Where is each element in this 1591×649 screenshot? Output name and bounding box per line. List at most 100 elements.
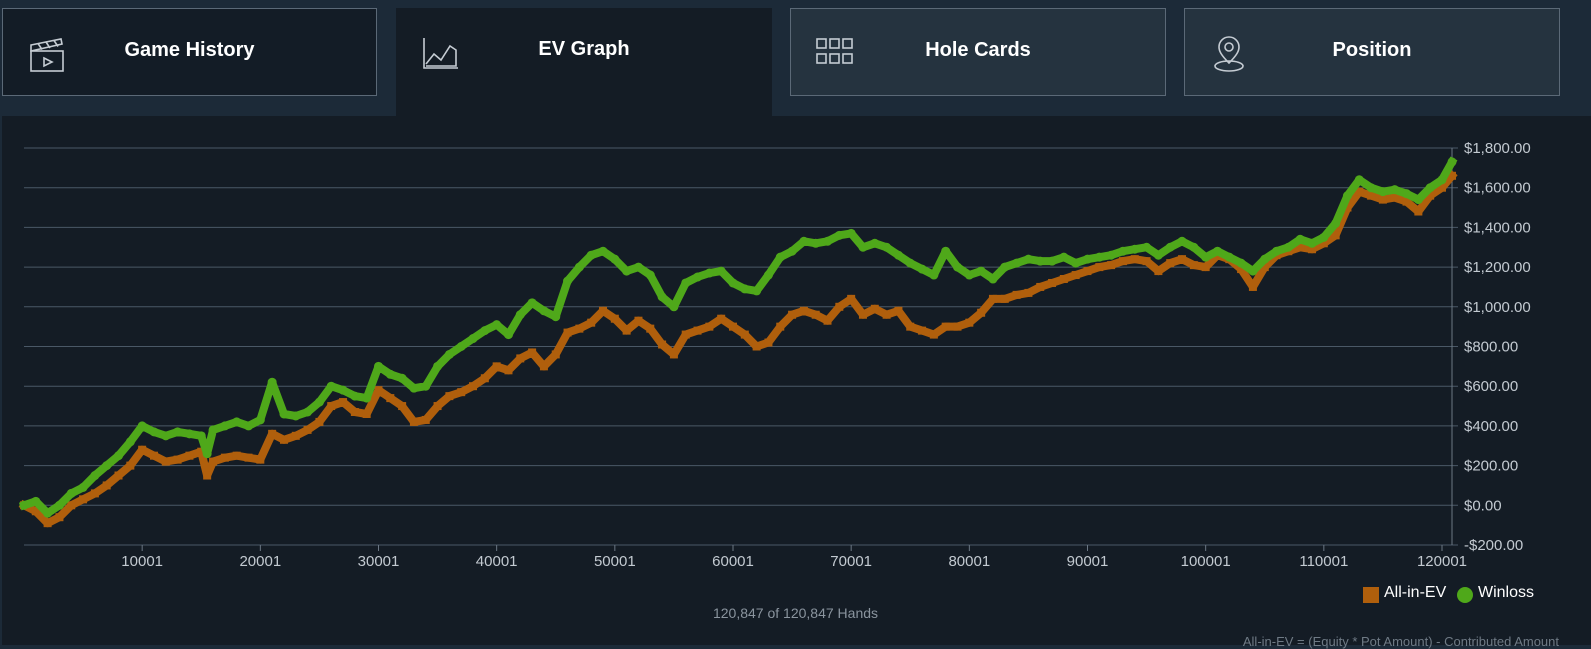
- data-point-square: [433, 402, 442, 411]
- data-point-square: [445, 392, 454, 401]
- data-point-square: [339, 398, 348, 407]
- tab-hole-cards[interactable]: Hole Cards: [790, 8, 1166, 96]
- data-point-square: [728, 322, 737, 331]
- data-point-circle: [657, 292, 667, 302]
- data-point-circle: [279, 409, 289, 419]
- data-point-circle: [492, 320, 502, 330]
- data-point-circle: [350, 391, 360, 401]
- data-point-circle: [1354, 175, 1364, 185]
- hands-count: 120,847 of 120,847 Hands: [712, 605, 879, 621]
- legend-item-winloss[interactable]: Winloss: [1456, 584, 1546, 604]
- data-point-square: [1448, 171, 1456, 180]
- data-point-circle: [480, 326, 490, 336]
- series: [18, 156, 1458, 528]
- data-point-square: [681, 330, 690, 339]
- data-point-square: [799, 306, 808, 315]
- data-point-square: [1095, 263, 1104, 272]
- data-point-square: [209, 457, 218, 466]
- data-point-square: [90, 489, 99, 498]
- data-point-circle: [586, 250, 596, 260]
- x-tick-label: 120001: [1417, 553, 1467, 570]
- data-point-circle: [409, 383, 419, 393]
- chart-panel: [2, 116, 1591, 645]
- data-point-square: [1130, 255, 1139, 264]
- data-point-circle: [551, 312, 561, 322]
- data-point-square: [126, 461, 135, 470]
- data-point-circle: [1142, 242, 1152, 252]
- data-point-circle: [858, 242, 868, 252]
- data-point-circle: [610, 254, 620, 264]
- data-point-circle: [1248, 266, 1258, 276]
- data-point-circle: [633, 262, 643, 272]
- data-point-circle: [102, 461, 112, 471]
- data-point-square: [823, 316, 832, 325]
- data-point-circle: [54, 500, 64, 510]
- legend-item-allin-ev[interactable]: All-in-EV: [1362, 584, 1452, 604]
- y-tick-label: $0.00: [1464, 497, 1502, 514]
- data-point-square: [114, 471, 123, 480]
- data-point-circle: [775, 252, 785, 262]
- data-point-square: [1248, 282, 1257, 291]
- data-point-circle: [953, 262, 963, 272]
- data-point-circle: [303, 407, 313, 417]
- x-tick-label: 60001: [712, 553, 754, 570]
- data-point-square: [634, 316, 643, 325]
- data-point-square: [658, 340, 667, 349]
- data-point-circle: [763, 270, 773, 280]
- data-point-square: [1083, 267, 1092, 276]
- data-point-square: [138, 445, 147, 454]
- y-tick-label: $1,800.00: [1464, 140, 1531, 157]
- tick-labels: $1,800.00 $1,600.00 $1,400.00 $1,200.00 $1,0…: [121, 140, 1530, 570]
- data-point-square: [669, 350, 678, 359]
- data-point-square: [870, 304, 879, 313]
- data-point-circle: [929, 270, 939, 280]
- data-point-circle: [244, 421, 254, 431]
- data-point-circle: [19, 500, 29, 510]
- data-point-square: [575, 324, 584, 333]
- data-point-circle: [1236, 258, 1246, 268]
- data-point-circle: [1447, 157, 1457, 167]
- data-point-circle: [563, 276, 573, 286]
- data-point-circle: [1201, 252, 1211, 262]
- y-tick-label: $1,000.00: [1464, 299, 1531, 316]
- x-tick-label: 110001: [1299, 553, 1348, 570]
- tab-ev-graph[interactable]: EV Graph: [396, 8, 772, 116]
- data-point-circle: [1071, 258, 1081, 268]
- data-point-square: [185, 451, 194, 460]
- footnote: All-in-EV = (Equity * Pot Amount) - Cont…: [1242, 634, 1559, 649]
- data-point-square: [79, 495, 88, 504]
- data-point-circle: [870, 238, 880, 248]
- data-point-circle: [1059, 252, 1069, 262]
- data-point-circle: [1035, 256, 1045, 266]
- data-point-square: [894, 306, 903, 315]
- data-point-circle: [846, 228, 856, 238]
- data-point-circle: [1000, 262, 1010, 272]
- circle-marker-icon: [1457, 587, 1473, 603]
- data-point-circle: [1425, 183, 1435, 193]
- data-point-square: [1154, 267, 1163, 276]
- data-point-square: [55, 513, 64, 522]
- data-point-square: [386, 394, 395, 403]
- data-point-square: [102, 481, 111, 490]
- data-point-circle: [433, 361, 443, 371]
- data-point-square: [1000, 294, 1009, 303]
- data-point-square: [1331, 231, 1340, 240]
- data-point-square: [528, 348, 537, 357]
- data-point-square: [457, 388, 466, 397]
- data-point-circle: [1189, 242, 1199, 252]
- data-point-square: [232, 451, 241, 460]
- tab-position[interactable]: Position: [1184, 8, 1560, 96]
- data-point-square: [717, 314, 726, 323]
- data-point-circle: [1413, 195, 1423, 205]
- data-point-square: [847, 294, 856, 303]
- tab-game-history[interactable]: Game History: [2, 8, 377, 96]
- legend-label: Winloss: [1478, 584, 1535, 601]
- data-point-square: [1189, 261, 1198, 270]
- data-point-circle: [173, 427, 183, 437]
- data-point-square: [788, 310, 797, 319]
- data-point-circle: [456, 342, 466, 351]
- data-point-circle: [799, 236, 809, 246]
- x-tick-label: 100001: [1181, 553, 1231, 570]
- data-point-square: [1426, 191, 1435, 200]
- data-point-circle: [161, 431, 171, 441]
